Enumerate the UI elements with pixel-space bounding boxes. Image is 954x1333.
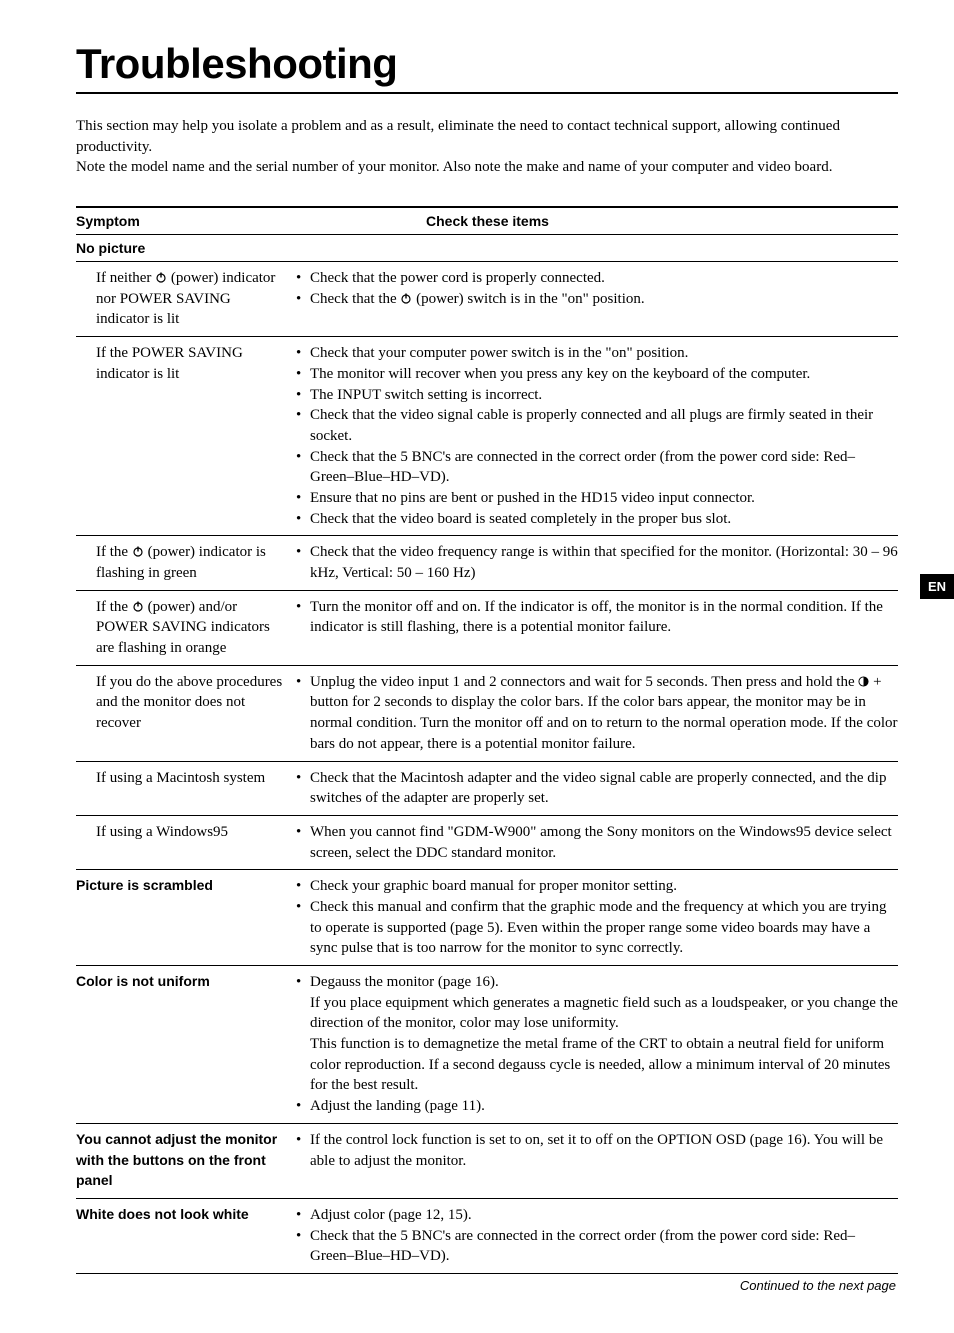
check-item: Check that the video signal cable is pro… bbox=[296, 405, 898, 446]
power-icon bbox=[132, 600, 144, 612]
checks-cell: Degauss the monitor (page 16).If you pla… bbox=[296, 972, 898, 1117]
header-symptom: Symptom bbox=[76, 213, 426, 229]
table-row: If the (power) indicator is flashing in … bbox=[76, 536, 898, 589]
power-icon bbox=[132, 545, 144, 557]
table-row: You cannot adjust the monitor with the b… bbox=[76, 1124, 898, 1198]
check-list: Check that your computer power switch is… bbox=[296, 343, 898, 529]
symptom-cell: If using a Macintosh system bbox=[76, 768, 296, 809]
table-row: If neither (power) indicator nor POWER S… bbox=[76, 262, 898, 336]
check-item: Check that the power cord is properly co… bbox=[296, 268, 898, 289]
check-item: Adjust color (page 12, 15). bbox=[296, 1205, 898, 1226]
check-item: Check that the video board is seated com… bbox=[296, 509, 898, 530]
contrast-icon bbox=[858, 676, 869, 687]
checks-cell: Check that the video frequency range is … bbox=[296, 542, 898, 583]
checks-cell: Unplug the video input 1 and 2 connector… bbox=[296, 672, 898, 755]
title-rule bbox=[76, 92, 898, 94]
check-item: Turn the monitor off and on. If the indi… bbox=[296, 597, 898, 638]
symptom-cell: If the (power) and/or POWER SAVING indic… bbox=[76, 597, 296, 659]
checks-cell: Check that the power cord is properly co… bbox=[296, 268, 898, 330]
check-list: Check that the video frequency range is … bbox=[296, 542, 898, 583]
troubleshooting-table: No picture If neither (power) indicator n… bbox=[76, 235, 898, 1274]
table-row: White does not look white Adjust color (p… bbox=[76, 1199, 898, 1273]
symptom-title: White does not look white bbox=[76, 1206, 249, 1222]
check-list: Check that the Macintosh adapter and the… bbox=[296, 768, 898, 809]
continued-note: Continued to the next page bbox=[76, 1278, 898, 1293]
symptom-title: Color is not uniform bbox=[76, 973, 210, 989]
symptom-cell: You cannot adjust the monitor with the b… bbox=[76, 1130, 296, 1192]
page-title: Troubleshooting bbox=[76, 40, 898, 88]
intro-line1: This section may help you isolate a prob… bbox=[76, 118, 840, 155]
symptom-cell: Picture is scrambled bbox=[76, 876, 296, 959]
table-row: If the POWER SAVING indicator is litChec… bbox=[76, 337, 898, 535]
power-icon bbox=[155, 271, 167, 283]
symptom-title: Picture is scrambled bbox=[76, 877, 213, 893]
check-item: Adjust the landing (page 11). bbox=[296, 1096, 898, 1117]
check-item: Ensure that no pins are bent or pushed i… bbox=[296, 488, 898, 509]
check-list: Check that the power cord is properly co… bbox=[296, 268, 898, 309]
checks-cell: Check that your computer power switch is… bbox=[296, 343, 898, 529]
header-check: Check these items bbox=[426, 213, 898, 229]
symptom-title: You cannot adjust the monitor with the b… bbox=[76, 1131, 277, 1188]
check-item: Check your graphic board manual for prop… bbox=[296, 876, 898, 897]
language-tab: EN bbox=[920, 574, 954, 599]
check-list: Check your graphic board manual for prop… bbox=[296, 876, 898, 959]
page-container: EN Troubleshooting This section may help… bbox=[0, 0, 954, 1333]
check-item: The INPUT switch setting is incorrect. bbox=[296, 385, 898, 406]
check-list: Unplug the video input 1 and 2 connector… bbox=[296, 672, 898, 755]
symptom-cell: Color is not uniform bbox=[76, 972, 296, 1117]
row-rule bbox=[76, 1273, 898, 1274]
page-content: Troubleshooting This section may help yo… bbox=[0, 0, 954, 1333]
check-item: Check that the (power) switch is in the … bbox=[296, 289, 898, 310]
group-header: No picture bbox=[76, 235, 898, 261]
table-row: If using a Macintosh systemCheck that th… bbox=[76, 762, 898, 815]
table-header-row: Symptom Check these items bbox=[76, 208, 898, 234]
table-row: Picture is scrambled Check your graphic b… bbox=[76, 870, 898, 965]
check-item: Check that the 5 BNC's are connected in … bbox=[296, 1226, 898, 1267]
check-list: Degauss the monitor (page 16).If you pla… bbox=[296, 972, 898, 1117]
symptom-cell: If the POWER SAVING indicator is lit bbox=[76, 343, 296, 529]
check-list: Turn the monitor off and on. If the indi… bbox=[296, 597, 898, 638]
check-item: Check that the Macintosh adapter and the… bbox=[296, 768, 898, 809]
check-item: Check that the video frequency range is … bbox=[296, 542, 898, 583]
power-icon bbox=[400, 292, 412, 304]
check-item: Degauss the monitor (page 16).If you pla… bbox=[296, 972, 898, 1096]
checks-cell: When you cannot find "GDM-W900" among th… bbox=[296, 822, 898, 863]
intro-text: This section may help you isolate a prob… bbox=[76, 116, 898, 178]
checks-cell: Check your graphic board manual for prop… bbox=[296, 876, 898, 959]
check-subtext: If you place equipment which generates a… bbox=[296, 993, 898, 1096]
table-row: If using a Windows95When you cannot find… bbox=[76, 816, 898, 869]
table-row: If you do the above procedures and the m… bbox=[76, 666, 898, 761]
check-list: If the control lock function is set to o… bbox=[296, 1130, 898, 1171]
table-row: Color is not uniform Degauss the monitor … bbox=[76, 966, 898, 1123]
check-item: Check that your computer power switch is… bbox=[296, 343, 898, 364]
check-item: Check that the 5 BNC's are connected in … bbox=[296, 447, 898, 488]
symptom-cell: If you do the above procedures and the m… bbox=[76, 672, 296, 755]
intro-line2: Note the model name and the serial numbe… bbox=[76, 159, 832, 175]
symptom-cell: If neither (power) indicator nor POWER S… bbox=[76, 268, 296, 330]
check-item: The monitor will recover when you press … bbox=[296, 364, 898, 385]
checks-cell: If the control lock function is set to o… bbox=[296, 1130, 898, 1192]
checks-cell: Turn the monitor off and on. If the indi… bbox=[296, 597, 898, 659]
table-row: If the (power) and/or POWER SAVING indic… bbox=[76, 591, 898, 665]
check-item: When you cannot find "GDM-W900" among th… bbox=[296, 822, 898, 863]
check-list: When you cannot find "GDM-W900" among th… bbox=[296, 822, 898, 863]
check-item: If the control lock function is set to o… bbox=[296, 1130, 898, 1171]
symptom-cell: White does not look white bbox=[76, 1205, 296, 1267]
check-list: Adjust color (page 12, 15).Check that th… bbox=[296, 1205, 898, 1267]
check-item: Check this manual and confirm that the g… bbox=[296, 897, 898, 959]
checks-cell: Check that the Macintosh adapter and the… bbox=[296, 768, 898, 809]
check-item: Unplug the video input 1 and 2 connector… bbox=[296, 672, 898, 755]
checks-cell: Adjust color (page 12, 15).Check that th… bbox=[296, 1205, 898, 1267]
symptom-cell: If the (power) indicator is flashing in … bbox=[76, 542, 296, 583]
symptom-cell: If using a Windows95 bbox=[76, 822, 296, 863]
